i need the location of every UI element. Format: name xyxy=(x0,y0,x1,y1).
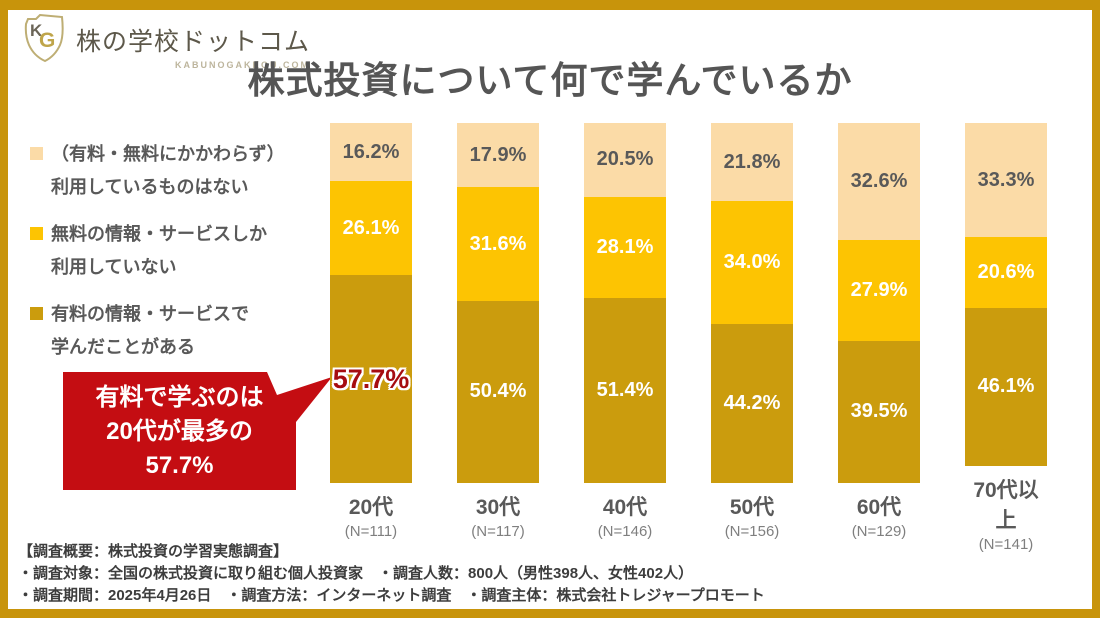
segment-value-label: 20.5% xyxy=(596,148,654,171)
bar-segment: 28.1% xyxy=(584,196,666,298)
segment-value-label: 28.1% xyxy=(596,235,654,258)
legend-swatch-none xyxy=(30,147,43,160)
segment-value-label: 33.3% xyxy=(977,168,1035,191)
category-label: 40代 xyxy=(602,496,648,519)
bar-segment: 34.0% xyxy=(711,201,793,324)
sample-size-label: (N=141) xyxy=(978,536,1034,553)
bar-column: 16.2% 26.1% 57.7% 20代 (N=111) xyxy=(330,123,412,553)
svg-text:G: G xyxy=(39,29,55,52)
category-label: 20代 xyxy=(348,496,394,519)
segment-value-label: 26.1% xyxy=(342,216,400,239)
brand-domain: KABUNOGAKKOU.COM xyxy=(175,60,311,70)
survey-summary: 【調査概要：株式投資の学習実態調査】 ・調査対象：全国の株式投資に取り組む個人投… xyxy=(18,541,1082,607)
bar-segment: 57.7% xyxy=(330,275,412,483)
logo: K G 株の学校ドットコム KABUNOGAKKOU.COM xyxy=(22,14,310,70)
bar-segment: 33.3% xyxy=(965,123,1047,238)
bar-segment: 16.2% xyxy=(330,123,412,182)
segment-value-label: 51.4% xyxy=(596,378,654,401)
chart-legend: （有料・無料にかかわらず） 利用しているものはない 無料の情報・サービスしか 利… xyxy=(30,138,285,378)
bar-stack: 33.3% 20.6% 46.1% xyxy=(965,123,1047,466)
legend-label: 利用しているものはない xyxy=(51,177,249,197)
category-label: 50代 xyxy=(729,496,775,519)
survey-summary-title: 【調査概要：株式投資の学習実態調査】 xyxy=(18,543,289,560)
segment-value-label: 46.1% xyxy=(977,375,1035,398)
legend-swatch-paid xyxy=(30,307,43,320)
legend-item-paid: 有料の情報・サービスで 学んだことがある xyxy=(30,298,285,364)
bar-segment: 50.4% xyxy=(457,301,539,483)
callout-line: 57.7% xyxy=(145,452,214,479)
bar-stack: 17.9% 31.6% 50.4% xyxy=(457,123,539,483)
bar-segment: 46.1% xyxy=(965,307,1047,466)
bar-segment: 26.1% xyxy=(330,181,412,276)
bar-segment: 32.6% xyxy=(838,123,920,241)
category-label: 30代 xyxy=(475,496,521,519)
bar-segment: 20.5% xyxy=(584,123,666,197)
bar-column: 21.8% 34.0% 44.2% 50代 (N=156) xyxy=(711,123,793,553)
segment-value-label: 32.6% xyxy=(850,170,908,193)
highlight-callout: 有料で学ぶのは 20代が最多の 57.7% xyxy=(63,372,345,490)
segment-value-label: 31.6% xyxy=(469,232,527,255)
legend-label: 無料の情報・サービスしか xyxy=(51,224,267,244)
bar-segment: 27.9% xyxy=(838,240,920,341)
sample-size-label: (N=156) xyxy=(724,523,780,540)
survey-summary-line: ・調査期間：2025年4月26日 ・調査方法：インターネット調査 ・調査主体：株… xyxy=(18,587,765,604)
bar-segment: 17.9% xyxy=(457,123,539,188)
segment-value-label: 16.2% xyxy=(342,140,400,163)
sample-size-label: (N=146) xyxy=(597,523,653,540)
stacked-bar-chart: 16.2% 26.1% 57.7% 20代 (N=111) 17.9% 31.6% 50.4%… xyxy=(330,123,1048,553)
legend-label: 利用していない xyxy=(51,257,177,277)
legend-item-none: （有料・無料にかかわらず） 利用しているものはない xyxy=(30,138,285,204)
category-label: 60代 xyxy=(856,496,902,519)
segment-value-label: 20.6% xyxy=(977,261,1035,284)
segment-value-label: 57.7% xyxy=(332,363,410,394)
legend-label: （有料・無料にかかわらず） xyxy=(51,144,285,164)
page: K G 株の学校ドットコム KABUNOGAKKOU.COM 株式投資について何… xyxy=(8,10,1092,609)
legend-label: 学んだことがある xyxy=(51,337,195,357)
bar-stack: 21.8% 34.0% 44.2% xyxy=(711,123,793,483)
sample-size-label: (N=111) xyxy=(344,523,398,540)
sample-size-label: (N=129) xyxy=(851,523,907,540)
page-title: 株式投資について何で学んでいるか xyxy=(247,60,853,101)
callout-line: 20代が最多の xyxy=(106,418,253,445)
logo-text: 株の学校ドットコム KABUNOGAKKOU.COM xyxy=(76,14,310,70)
segment-value-label: 44.2% xyxy=(723,391,781,414)
bar-segment: 51.4% xyxy=(584,297,666,483)
bar-stack: 20.5% 28.1% 51.4% xyxy=(584,123,666,483)
bar-segment: 44.2% xyxy=(711,323,793,483)
brand-name: 株の学校ドットコム xyxy=(76,28,311,56)
segment-value-label: 17.9% xyxy=(469,143,527,166)
legend-swatch-free xyxy=(30,227,43,240)
legend-label: 有料の情報・サービスで xyxy=(51,304,249,324)
segment-value-label: 34.0% xyxy=(723,251,781,274)
callout-text: 有料で学ぶのは 20代が最多の 57.7% xyxy=(63,372,296,490)
callout-line: 有料で学ぶのは xyxy=(95,384,264,411)
bar-column: 17.9% 31.6% 50.4% 30代 (N=117) xyxy=(457,123,539,553)
sample-size-label: (N=117) xyxy=(471,523,525,540)
bar-segment: 20.6% xyxy=(965,237,1047,308)
bar-segment: 21.8% xyxy=(711,123,793,202)
bar-column: 32.6% 27.9% 39.5% 60代 (N=129) xyxy=(838,123,920,553)
survey-summary-line: ・調査対象：全国の株式投資に取り組む個人投資家 ・調査人数：800人（男性398… xyxy=(18,565,694,582)
legend-item-free: 無料の情報・サービスしか 利用していない xyxy=(30,218,285,284)
segment-value-label: 39.5% xyxy=(850,400,908,423)
bar-segment: 39.5% xyxy=(838,340,920,483)
segment-value-label: 50.4% xyxy=(469,380,527,403)
bar-segment: 31.6% xyxy=(457,187,539,302)
bar-stack: 16.2% 26.1% 57.7% xyxy=(330,123,412,483)
bar-column: 33.3% 20.6% 46.1% 70代以上 (N=141) xyxy=(965,123,1047,553)
bar-stack: 32.6% 27.9% 39.5% xyxy=(838,123,920,483)
svg-text:K: K xyxy=(30,21,43,40)
shield-logo-icon: K G xyxy=(24,14,64,63)
bar-column: 20.5% 28.1% 51.4% 40代 (N=146) xyxy=(584,123,666,553)
segment-value-label: 21.8% xyxy=(723,150,781,173)
category-label: 70代以上 xyxy=(973,479,1039,532)
segment-value-label: 27.9% xyxy=(850,279,908,302)
